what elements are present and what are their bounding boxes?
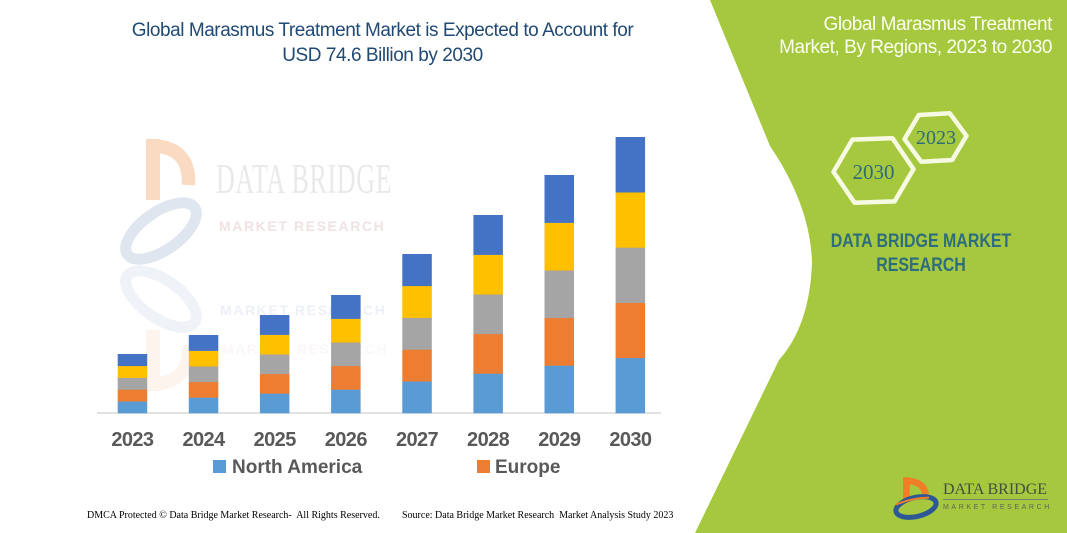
svg-text:MARKET RESEARCH: MARKET RESEARCH (222, 341, 388, 357)
svg-text:MARKET RESEARCH: MARKET RESEARCH (219, 218, 385, 234)
svg-text:DATA BRIDGE: DATA BRIDGE (216, 156, 392, 203)
svg-text:MARKET RESEARCH: MARKET RESEARCH (220, 302, 386, 318)
